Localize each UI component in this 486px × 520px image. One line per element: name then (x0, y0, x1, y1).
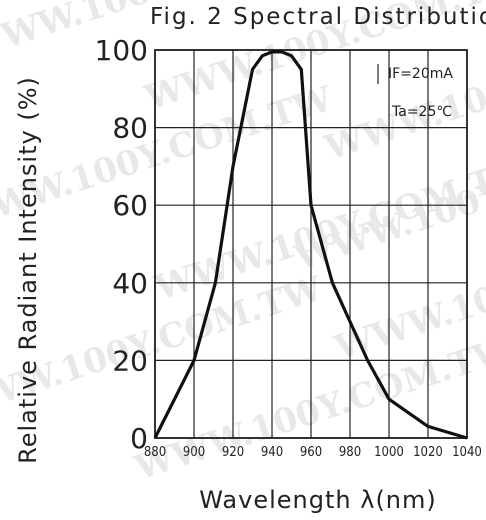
x-tick-label: 960 (300, 445, 322, 460)
x-tick-label: 980 (339, 445, 361, 460)
y-axis-label: Relative Radiant Intensity (%) (14, 76, 42, 464)
x-tick-label: 900 (183, 445, 205, 460)
y-tick-label: 100 (95, 34, 148, 67)
y-tick-label: 0 (130, 422, 148, 455)
annotation-temperature: Ta=25℃ (391, 104, 452, 120)
chart-title: Fig. 2 Spectral Distributio (150, 4, 486, 30)
y-tick-labels: 0 20 40 60 80 100 (95, 34, 148, 455)
y-tick-label: 20 (112, 344, 148, 377)
x-tick-label: 880 (144, 445, 166, 460)
series-line (153, 50, 468, 440)
x-tick-label: 1040 (452, 445, 482, 460)
x-tick-label: 1000 (374, 445, 404, 460)
y-tick-label: 80 (112, 112, 148, 145)
x-axis-label: Wavelength λ(nm) (199, 486, 437, 514)
y-tick-label: 40 (112, 267, 148, 300)
x-tick-label: 940 (261, 445, 283, 460)
x-tick-label: 1020 (413, 445, 443, 460)
annotation-current: IF=20mA (388, 66, 453, 82)
x-tick-labels: 880 900 920 940 960 980 1000 1020 1040 (144, 445, 482, 460)
plot-frame (154, 49, 468, 439)
y-tick-label: 60 (112, 189, 148, 222)
x-tick-label: 920 (222, 445, 244, 460)
